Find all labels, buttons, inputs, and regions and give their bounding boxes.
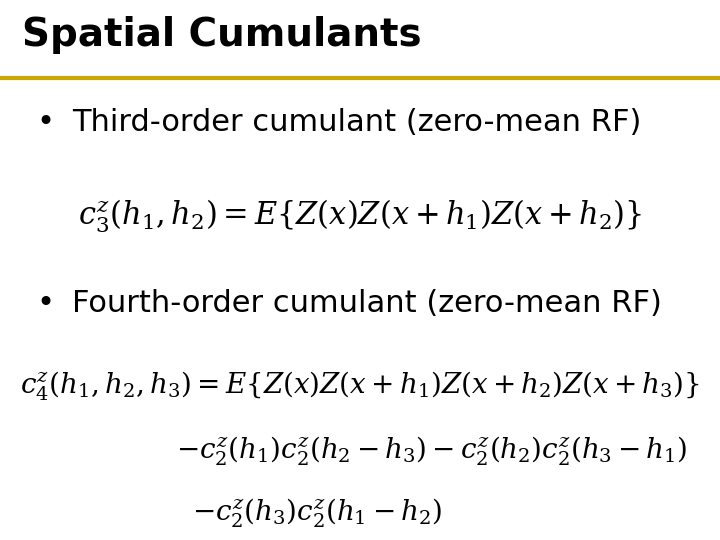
Text: •: • xyxy=(36,108,54,137)
Text: $c_3^z(h_1,h_2) = E\left\{Z(x)Z(x+h_1)Z(x+h_2)\right\}$: $c_3^z(h_1,h_2) = E\left\{Z(x)Z(x+h_1)Z(… xyxy=(78,197,642,234)
Text: •: • xyxy=(36,289,54,318)
Text: $- c_2^z(h_1)c_2^z(h_2-h_3) - c_2^z(h_2)c_2^z(h_3-h_1)$: $- c_2^z(h_1)c_2^z(h_2-h_3) - c_2^z(h_2)… xyxy=(176,435,688,468)
Text: Fourth-order cumulant (zero-mean RF): Fourth-order cumulant (zero-mean RF) xyxy=(72,289,662,318)
Text: Spatial Cumulants: Spatial Cumulants xyxy=(22,16,421,54)
Text: $c_4^z(h_1,h_2,h_3) = E\left\{Z(x)Z(x+h_1)Z(x+h_2)Z(x+h_3)\right\}$: $c_4^z(h_1,h_2,h_3) = E\left\{Z(x)Z(x+h_… xyxy=(20,370,700,403)
Text: Third-order cumulant (zero-mean RF): Third-order cumulant (zero-mean RF) xyxy=(72,108,642,137)
Text: $- c_2^z(h_3)c_2^z(h_1-h_2)$: $- c_2^z(h_3)c_2^z(h_1-h_2)$ xyxy=(192,497,442,530)
